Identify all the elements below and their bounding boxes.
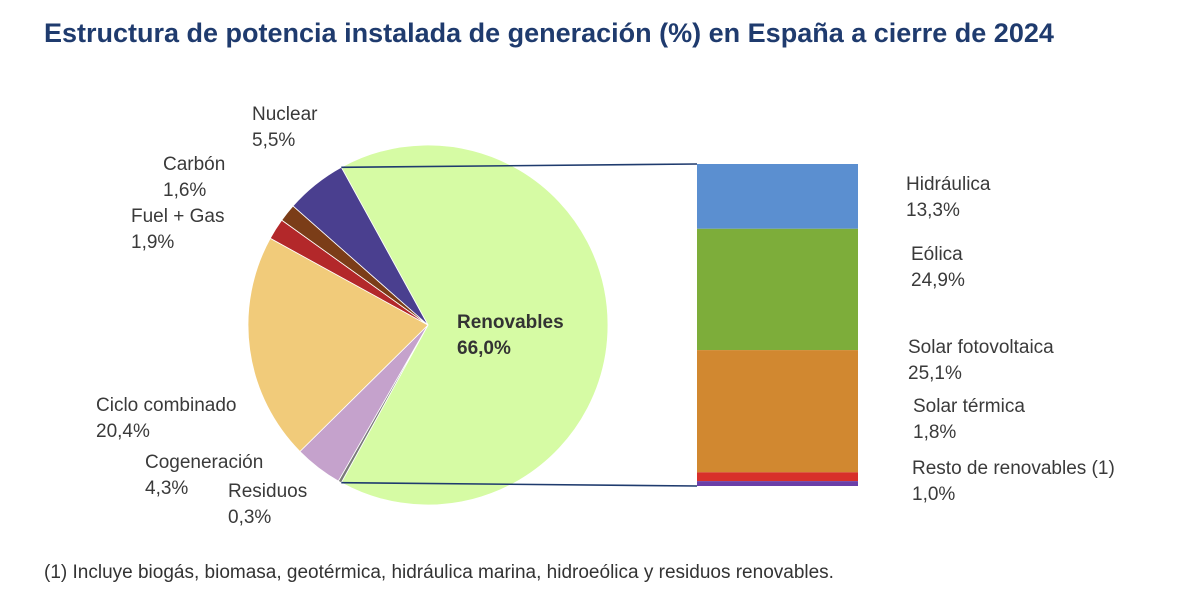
connector-bottom — [341, 481, 698, 487]
label-nuclear-value: 5,5% — [252, 130, 295, 151]
label-fotovoltaica-value: 25,1% — [908, 363, 962, 384]
stacked-bar-group — [697, 164, 858, 486]
label-cogeneracion-value: 4,3% — [145, 478, 188, 499]
chart-title: Estructura de potencia instalada de gene… — [44, 18, 1054, 48]
label-termica-name: Solar térmica — [913, 396, 1025, 417]
label-termica-value: 1,8% — [913, 422, 956, 443]
label-residuos-name: Residuos — [228, 481, 307, 502]
label-hidraulica-name: Hidráulica — [906, 174, 991, 195]
connector-top — [341, 163, 698, 169]
label-eolica-name: Eólica — [911, 244, 963, 265]
bar-segment-eolica — [697, 228, 858, 351]
bar-segment-termica — [697, 472, 858, 482]
label-resto-value: 1,0% — [912, 484, 955, 505]
label-ciclo-value: 20,4% — [96, 421, 150, 442]
bar-segment-hidraulica — [697, 164, 858, 229]
label-group: Renovables 66,0% Nuclear 5,5% Carbón 1,6% Fuel… — [96, 104, 1115, 528]
label-renovables-value: 66,0% — [457, 338, 511, 359]
label-nuclear-name: Nuclear — [252, 104, 318, 125]
label-eolica-value: 24,9% — [911, 270, 965, 291]
label-fotovoltaica-name: Solar fotovoltaica — [908, 337, 1054, 358]
pie-group — [247, 144, 609, 506]
footnote: (1) Incluye biogás, biomasa, geotérmica,… — [44, 562, 834, 583]
label-fuelgas-name: Fuel + Gas — [131, 206, 224, 227]
label-carbon-value: 1,6% — [163, 180, 206, 201]
label-hidraulica-value: 13,3% — [906, 200, 960, 221]
pie-slice-ciclo — [247, 237, 429, 453]
pie-slice-renovables — [340, 144, 609, 506]
label-renovables-name: Renovables — [457, 312, 564, 333]
bar-segment-resto — [697, 481, 858, 486]
pie-slice-nuclear — [292, 166, 429, 326]
connector-group — [341, 163, 698, 487]
bar-segment-fotovoltaica — [697, 350, 858, 473]
label-resto-name: Resto de renovables (1) — [912, 458, 1115, 479]
label-ciclo-name: Ciclo combinado — [96, 395, 236, 416]
label-residuos-value: 0,3% — [228, 507, 271, 528]
label-cogeneracion-name: Cogeneración — [145, 452, 263, 473]
label-carbon-name: Carbón — [163, 154, 225, 175]
label-fuelgas-value: 1,9% — [131, 232, 174, 253]
